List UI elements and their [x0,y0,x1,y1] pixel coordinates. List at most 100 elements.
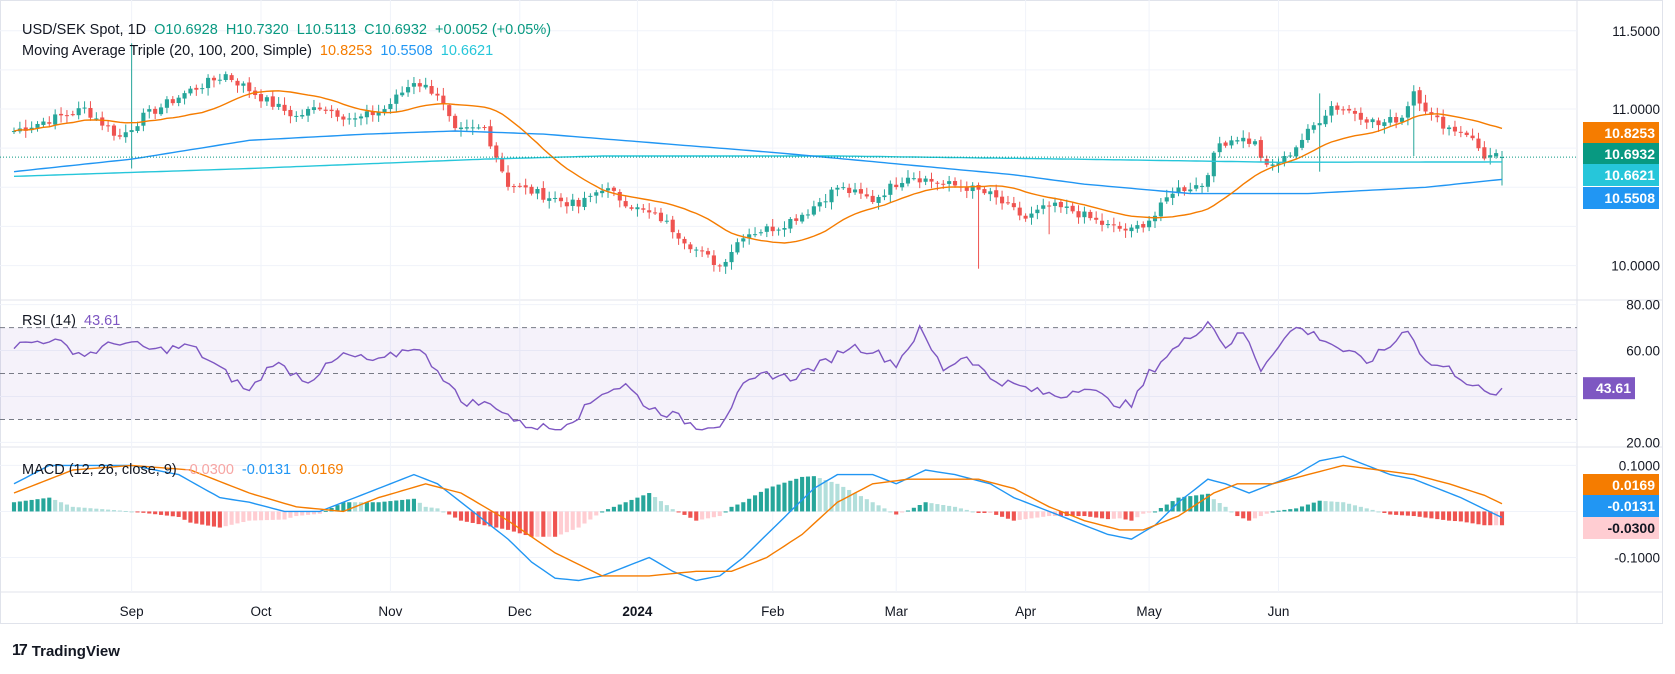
macd-hist-bar [358,502,364,512]
candle-body [911,178,916,180]
symbol-title[interactable]: USD/SEK Spot, 1D [22,22,147,38]
macd-hist-bar [1123,511,1128,520]
candle [747,228,752,245]
candle-body [94,118,99,120]
macd-hist-bar [235,511,240,524]
macd-hist-bar [364,502,369,512]
candle [894,177,899,190]
macd-hist-bar [1117,511,1122,519]
candle-body [1388,117,1393,123]
candle-body [588,195,593,197]
macd-hist-bar [988,511,993,513]
macd-hist-bar [253,511,258,521]
time-axis-label: Sep [120,604,144,619]
macd-hist-bar [47,497,52,512]
candle [517,182,522,188]
macd-hist-bar [1294,508,1299,512]
macd-hist-bar [1199,494,1205,512]
macd-hist-bar [100,509,105,512]
macd-hist-bar [700,511,705,520]
candle [82,101,87,114]
macd-hist-bar [852,493,858,512]
candle-body [817,202,822,207]
candle [670,215,675,239]
candle [1241,130,1246,149]
rsi-label[interactable]: RSI (14) [22,313,76,329]
candle [788,217,793,234]
candle-body [682,238,687,244]
macd-hist-bar [664,505,669,512]
candle-body [594,192,599,196]
candle-body [929,178,934,182]
candle-body [300,115,305,117]
macd-hist-bar [1235,511,1240,517]
candle-body [670,219,675,233]
macd-hist-bar [1105,511,1111,520]
macd-hist-bar [1023,511,1028,520]
macd-hist-bar [923,502,928,512]
candle [1282,151,1287,167]
candle [47,116,52,128]
candle-body [735,242,740,253]
ma-label[interactable]: Moving Average Triple (20, 100, 200, Sim… [22,43,312,59]
candle [929,172,934,189]
candle-body [641,208,646,210]
candle [847,183,852,198]
macd-hist-bar [464,511,469,522]
candle-body [329,109,334,112]
candle-body [35,123,40,128]
candle-body [723,261,728,267]
macd-hist-bar [129,511,134,513]
macd-hist-bar [1476,511,1481,525]
candle-body [353,118,358,120]
candle [605,182,611,198]
macd-hist-bar [882,508,887,512]
candle [923,175,928,186]
candle [470,119,475,135]
candle [211,75,217,88]
candle-body [1176,187,1181,194]
macd-hist-bar [1405,511,1410,516]
candle [276,97,281,110]
macd-hist-bar [11,502,17,512]
candle-body [1188,189,1193,192]
macd-hist-bar [1447,511,1452,521]
macd-label[interactable]: MACD (12, 26, close, 9) [22,462,177,478]
candle [1235,136,1240,145]
candle-body [988,191,993,195]
candle [688,242,693,253]
candle-body [1241,137,1246,142]
price-badge-label: 10.6621 [1604,167,1655,183]
candle-body [1070,205,1075,212]
macd-hist-bar [917,505,922,512]
candle [194,84,199,96]
candle [870,189,875,204]
candle-body [835,187,840,190]
candle [1447,125,1452,136]
macd-hist-bar [1452,511,1458,522]
macd-hist-bar [770,486,775,512]
candle [1299,133,1305,151]
macd-hist-bar [1347,503,1352,512]
candle [711,250,716,272]
macd-hist-bar [729,506,734,512]
macd-hist-bar [1047,511,1052,517]
candle-body [1341,109,1346,111]
ma200-line [13,155,1502,177]
candle-body [947,181,952,184]
candle [1029,206,1034,225]
tradingview-logo[interactable]: 17 TradingView [12,642,120,660]
candle [206,74,211,96]
macd-hist-bar [594,511,599,516]
candle [1023,213,1028,222]
candle [905,170,911,187]
candle [464,119,469,132]
candle [770,218,775,237]
candle-body [770,226,775,232]
candle [705,247,711,258]
macd-hist-bar [1158,507,1163,512]
candle-body [841,187,846,189]
candle-body [535,189,540,194]
candle-body [547,198,552,201]
